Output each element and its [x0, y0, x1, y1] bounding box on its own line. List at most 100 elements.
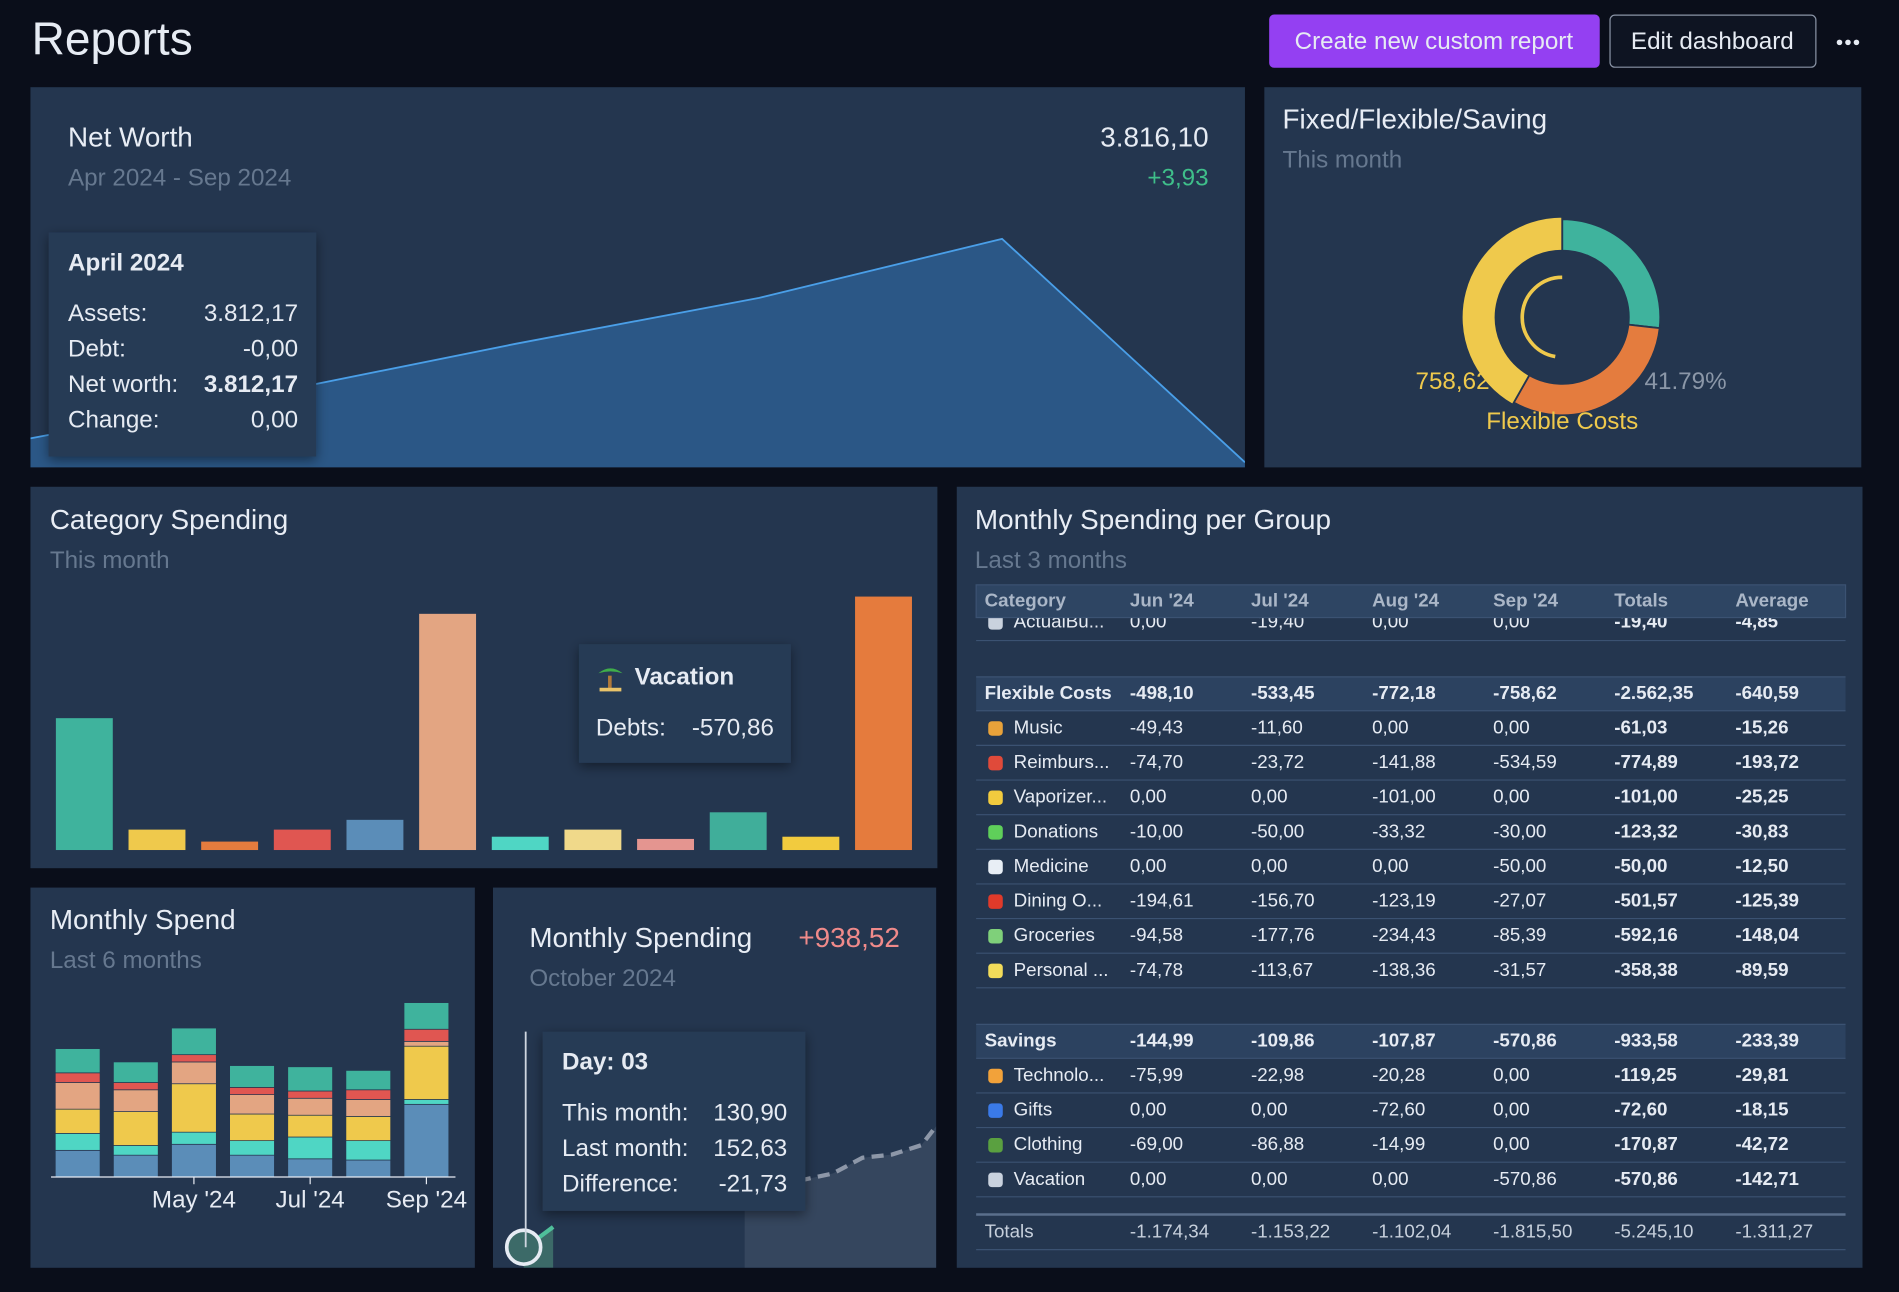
- bar: [419, 613, 477, 851]
- bar-segment: [287, 1066, 333, 1092]
- bar-segment: [113, 1145, 159, 1156]
- cell: -125,39: [1735, 890, 1799, 911]
- net-worth-change: +3,93: [1147, 165, 1208, 192]
- row-icon: [988, 615, 1003, 630]
- tooltip-box: [48, 232, 317, 457]
- cell: -148,04: [1735, 924, 1799, 945]
- cell: -72,60: [1614, 1099, 1667, 1120]
- page-title: Reports: [32, 13, 193, 65]
- active-indicator: [1520, 275, 1563, 359]
- bar: [782, 836, 840, 851]
- category-bars: [55, 596, 912, 851]
- bar-segment: [171, 1143, 217, 1178]
- cell: Technolo...: [1014, 1064, 1105, 1085]
- row-icon: [988, 1068, 1003, 1084]
- cell: 0,00: [1493, 1133, 1529, 1154]
- cell: -27,07: [1493, 890, 1546, 911]
- cell: -69,00: [1130, 1133, 1183, 1154]
- x-tick-label: Jul '24: [276, 1187, 345, 1214]
- cell: -138,36: [1372, 959, 1436, 980]
- card-subtitle: Last 6 months: [50, 947, 202, 974]
- bar-segment: [54, 1082, 101, 1110]
- bar-segment: [229, 1154, 275, 1178]
- cell: -123,19: [1372, 890, 1436, 911]
- edit-dashboard-button[interactable]: [1609, 14, 1817, 68]
- card-subtitle: Apr 2024 - Sep 2024: [68, 165, 291, 192]
- cell: -10,00: [1130, 820, 1183, 841]
- bar-segment: [345, 1140, 392, 1161]
- bar: [128, 829, 186, 851]
- cell: -193,72: [1735, 751, 1799, 772]
- bar: [55, 718, 113, 851]
- cell: -89,59: [1735, 959, 1788, 980]
- cell: -498,10: [1130, 682, 1194, 703]
- cell: -30,00: [1493, 820, 1546, 841]
- cell: -1.102,04: [1372, 1221, 1451, 1242]
- value-label: 758,62: [1416, 368, 1490, 395]
- tooltip: Day: 03 This month: 130,90 Last month: 152,6…: [542, 1031, 806, 1211]
- cell: -85,39: [1493, 924, 1546, 945]
- bar-segment: [403, 1040, 450, 1047]
- cell: 0,00: [1130, 1168, 1167, 1189]
- cell: Reimburs...: [1014, 751, 1110, 772]
- tooltip-box: [542, 1031, 806, 1211]
- bar-segment: [54, 1108, 101, 1134]
- cell: -20,28: [1372, 1064, 1425, 1085]
- hover-point: [504, 1228, 543, 1266]
- card-subtitle: This month: [50, 547, 170, 574]
- cell: -18,15: [1735, 1099, 1788, 1120]
- cell: -109,86: [1251, 1029, 1315, 1050]
- cell: 0,00: [1493, 786, 1529, 807]
- card-title: Net Worth: [68, 122, 193, 153]
- create-report-button[interactable]: [1269, 14, 1600, 68]
- edit-dashboard-label[interactable]: Edit dashboard: [1631, 28, 1794, 55]
- cell: Personal ...: [1014, 959, 1109, 980]
- bar-segment: [229, 1086, 275, 1095]
- column-header: Totals: [1614, 590, 1668, 611]
- cell: Totals: [985, 1221, 1034, 1242]
- bar-segment: [54, 1149, 101, 1178]
- category-spending-card[interactable]: [30, 486, 938, 869]
- cell: -758,62: [1493, 682, 1557, 703]
- cell: -501,57: [1614, 890, 1678, 911]
- bar: [637, 838, 695, 851]
- create-report-label[interactable]: Create new custom report: [1295, 28, 1574, 55]
- cell: Gifts: [1014, 1099, 1053, 1120]
- tooltip-label: Difference:: [562, 1170, 679, 1197]
- donut-chart: 758,62 41.79% Flexible Costs: [1416, 215, 1727, 435]
- cell: -123,32: [1614, 820, 1678, 841]
- more-menu[interactable]: [1836, 39, 1860, 46]
- tooltip-value: -21,73: [719, 1170, 788, 1197]
- cell: -5.245,10: [1614, 1221, 1693, 1242]
- bar-segment: [171, 1131, 217, 1145]
- bar-segment: [113, 1082, 159, 1091]
- bar: [564, 829, 622, 851]
- bar-segment: [229, 1113, 275, 1142]
- row-icon: [988, 859, 1003, 875]
- cell: Savings: [985, 1029, 1057, 1050]
- cell: -30,83: [1735, 820, 1788, 841]
- cell: -156,70: [1251, 890, 1315, 911]
- column-header: Aug '24: [1372, 590, 1440, 611]
- cell: -1.815,50: [1493, 1221, 1572, 1242]
- bar-segment: [345, 1099, 392, 1117]
- card-title: Category Spending: [50, 504, 288, 535]
- bar-segment: [345, 1116, 392, 1142]
- cell: 0,00: [1130, 786, 1167, 807]
- bar: [201, 841, 259, 851]
- bar-segment: [287, 1097, 333, 1116]
- table-header: [975, 584, 1847, 619]
- cell: -1.174,34: [1130, 1221, 1209, 1242]
- net-worth-total: 3.816,10: [1100, 122, 1208, 153]
- cell: Flexible Costs: [985, 682, 1112, 703]
- cell: -1.311,27: [1735, 1221, 1813, 1242]
- cell: -22,98: [1251, 1064, 1304, 1085]
- row-icon: [988, 790, 1003, 805]
- cell: -33,32: [1372, 820, 1425, 841]
- spending-line-chart: [504, 1124, 937, 1268]
- row-icon: [988, 1137, 1003, 1153]
- bar-segment: [287, 1158, 333, 1178]
- tooltip-box: [578, 644, 791, 763]
- spending-change: +938,52: [798, 922, 899, 953]
- cell: 0,00: [1493, 1099, 1529, 1120]
